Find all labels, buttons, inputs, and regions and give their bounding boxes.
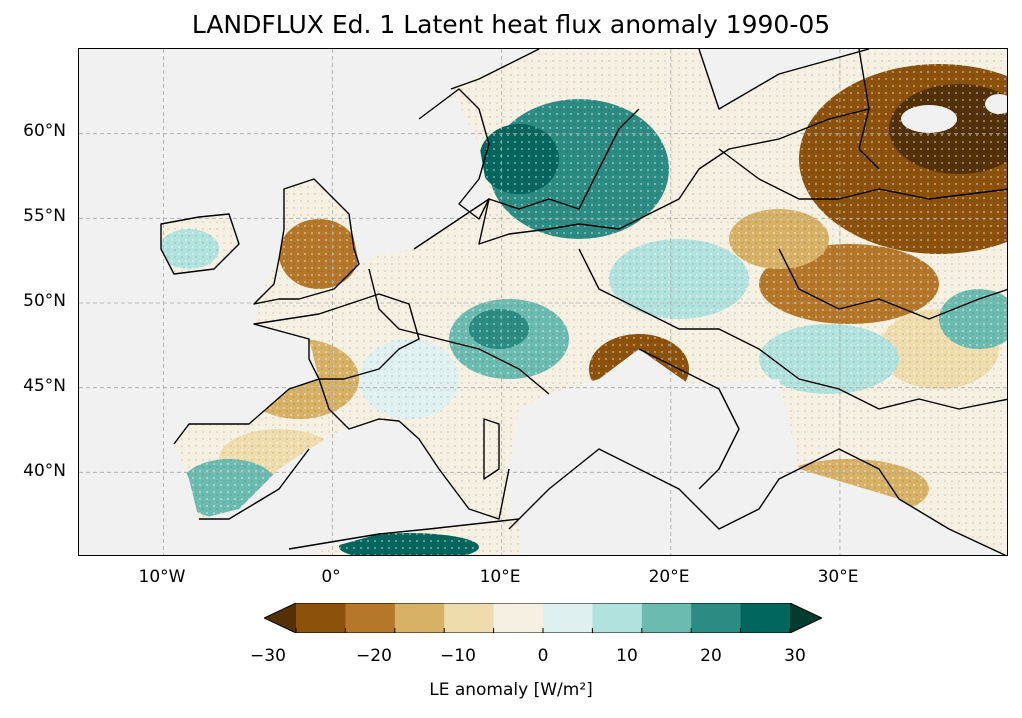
colorbar-segment (296, 603, 346, 633)
colorbar-tick-label: −30 (250, 646, 286, 666)
lon-label-30e: 30°E (817, 567, 859, 587)
colorbar-segment (691, 603, 742, 633)
colorbar (262, 602, 824, 634)
map-panel (78, 48, 1008, 556)
lat-label-45n: 45°N (23, 376, 66, 396)
colorbar-extend-min (264, 603, 296, 633)
colorbar-segment (345, 603, 396, 633)
lat-label-50n: 50°N (23, 291, 66, 311)
colorbar-label: LE anomaly [W/m²] (429, 680, 593, 700)
lon-label-20e: 20°E (648, 567, 690, 587)
colorbar-segment (394, 603, 445, 633)
lat-label-60n: 60°N (23, 121, 66, 141)
colorbar-graphic (262, 602, 824, 634)
lat-label-40n: 40°N (23, 461, 66, 481)
colorbar-tick-label: 0 (537, 646, 549, 666)
colorbar-tick-label: 10 (616, 646, 638, 666)
colorbar-segment (740, 603, 791, 633)
colorbar-tick-label: 30 (784, 646, 806, 666)
colorbar-segment (493, 603, 544, 633)
colorbar-segment (592, 603, 643, 633)
colorbar-segment (543, 603, 593, 633)
colorbar-tick-label: −10 (440, 646, 476, 666)
colorbar-extend-max (790, 603, 822, 633)
lon-label-10w: 10°W (138, 567, 186, 587)
colorbar-tick-label: 20 (700, 646, 722, 666)
map-canvas (79, 49, 1007, 555)
colorbar-segment (641, 603, 692, 633)
colorbar-segment (444, 603, 495, 633)
gridlines (79, 49, 1007, 555)
coastlines (160, 49, 1007, 555)
lat-label-55n: 55°N (23, 206, 66, 226)
map-title: LANDFLUX Ed. 1 Latent heat flux anomaly … (191, 10, 831, 39)
lon-label-0: 0° (321, 567, 341, 587)
lon-label-10e: 10°E (479, 567, 521, 587)
colorbar-tick-label: −20 (356, 646, 392, 666)
